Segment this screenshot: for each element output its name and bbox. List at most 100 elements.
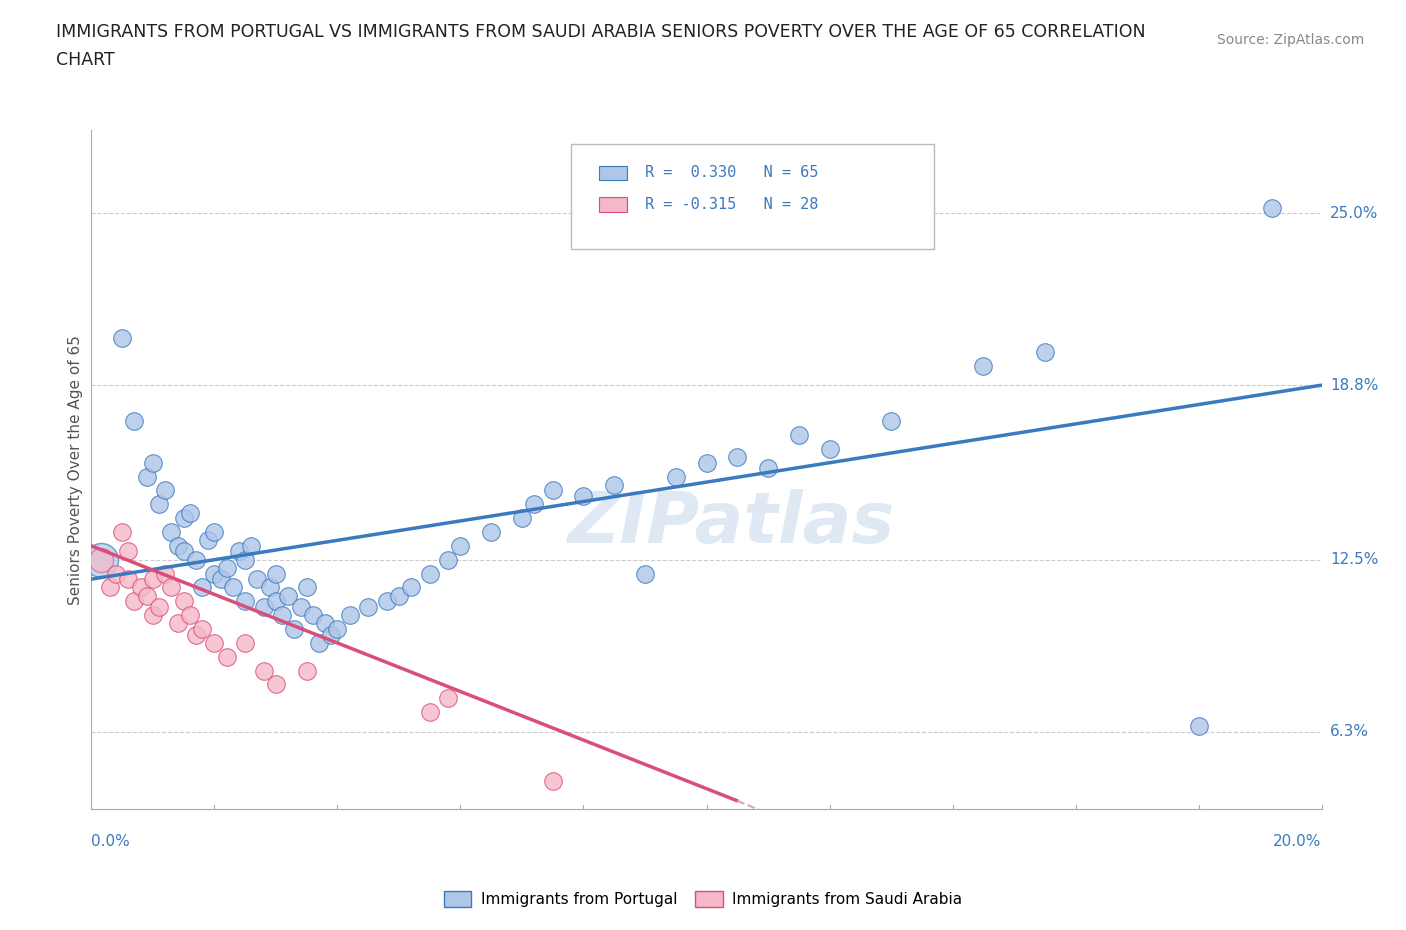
Point bbox=[184, 627, 207, 642]
Text: CHART: CHART bbox=[56, 51, 115, 69]
Point bbox=[191, 580, 214, 595]
Point bbox=[142, 572, 165, 587]
Point bbox=[228, 544, 250, 559]
Point bbox=[202, 566, 225, 581]
Point bbox=[880, 414, 903, 429]
Point bbox=[437, 552, 460, 567]
Point bbox=[124, 414, 146, 429]
Point bbox=[105, 566, 127, 581]
Point bbox=[283, 621, 305, 636]
Point bbox=[449, 538, 471, 553]
Point bbox=[90, 552, 112, 567]
Text: ZIPatlas: ZIPatlas bbox=[568, 489, 894, 558]
Point bbox=[572, 488, 595, 503]
Point bbox=[142, 456, 165, 471]
Point bbox=[111, 525, 134, 539]
Text: 25.0%: 25.0% bbox=[1330, 206, 1378, 220]
Point bbox=[111, 330, 134, 345]
Point bbox=[117, 544, 139, 559]
Point bbox=[179, 607, 201, 622]
Point bbox=[202, 525, 225, 539]
Point bbox=[314, 616, 336, 631]
Point bbox=[541, 774, 564, 789]
FancyBboxPatch shape bbox=[571, 144, 934, 249]
Point bbox=[725, 450, 748, 465]
Point bbox=[326, 621, 349, 636]
Point bbox=[1033, 344, 1056, 359]
Text: 0.0%: 0.0% bbox=[91, 834, 131, 849]
Point bbox=[277, 589, 299, 604]
Point bbox=[1261, 200, 1284, 215]
Point bbox=[222, 580, 245, 595]
Point bbox=[290, 599, 312, 614]
Point bbox=[90, 552, 112, 567]
Point bbox=[695, 456, 717, 471]
Legend: Immigrants from Portugal, Immigrants from Saudi Arabia: Immigrants from Portugal, Immigrants fro… bbox=[437, 884, 969, 913]
Point bbox=[184, 552, 207, 567]
Point bbox=[148, 497, 170, 512]
Point bbox=[179, 505, 201, 520]
Point bbox=[160, 580, 183, 595]
Point bbox=[98, 580, 121, 595]
Point bbox=[375, 594, 398, 609]
Point bbox=[603, 477, 626, 492]
Point bbox=[166, 616, 188, 631]
Point bbox=[1187, 719, 1209, 734]
Point bbox=[972, 358, 994, 373]
Point bbox=[264, 566, 287, 581]
Point bbox=[233, 594, 256, 609]
Point bbox=[264, 594, 287, 609]
Point bbox=[357, 599, 380, 614]
Point bbox=[197, 533, 219, 548]
Point bbox=[479, 525, 502, 539]
Text: IMMIGRANTS FROM PORTUGAL VS IMMIGRANTS FROM SAUDI ARABIA SENIORS POVERTY OVER TH: IMMIGRANTS FROM PORTUGAL VS IMMIGRANTS F… bbox=[56, 23, 1146, 41]
Point bbox=[135, 469, 157, 484]
Point bbox=[756, 461, 779, 476]
Point bbox=[259, 580, 281, 595]
Point bbox=[148, 599, 170, 614]
Point bbox=[818, 442, 841, 457]
Point bbox=[252, 599, 274, 614]
Point bbox=[264, 677, 287, 692]
Point bbox=[523, 497, 546, 512]
Point bbox=[419, 705, 441, 720]
Point bbox=[135, 589, 157, 604]
Point bbox=[634, 566, 657, 581]
Point bbox=[308, 635, 330, 650]
Point bbox=[787, 428, 810, 443]
Point bbox=[209, 572, 232, 587]
Point bbox=[202, 635, 225, 650]
Y-axis label: Seniors Poverty Over the Age of 65: Seniors Poverty Over the Age of 65 bbox=[67, 335, 83, 604]
Point bbox=[129, 580, 152, 595]
Point bbox=[252, 663, 274, 678]
Point bbox=[124, 594, 146, 609]
Text: 18.8%: 18.8% bbox=[1330, 378, 1378, 392]
Point bbox=[399, 580, 422, 595]
Point bbox=[437, 691, 460, 706]
Point bbox=[301, 607, 323, 622]
Point bbox=[271, 607, 294, 622]
Point bbox=[321, 627, 343, 642]
Text: R = -0.315   N = 28: R = -0.315 N = 28 bbox=[645, 197, 818, 212]
Point bbox=[295, 663, 318, 678]
Point bbox=[153, 483, 177, 498]
FancyBboxPatch shape bbox=[599, 166, 627, 180]
Text: 20.0%: 20.0% bbox=[1274, 834, 1322, 849]
Point bbox=[117, 572, 139, 587]
Text: R =  0.330   N = 65: R = 0.330 N = 65 bbox=[645, 166, 818, 180]
Point bbox=[160, 525, 183, 539]
Point bbox=[142, 607, 165, 622]
Point bbox=[173, 511, 195, 525]
Point bbox=[246, 572, 269, 587]
Point bbox=[173, 544, 195, 559]
Point bbox=[166, 538, 188, 553]
Point bbox=[215, 649, 238, 664]
Point bbox=[541, 483, 564, 498]
Text: 12.5%: 12.5% bbox=[1330, 552, 1378, 567]
Point bbox=[295, 580, 318, 595]
Point bbox=[240, 538, 263, 553]
FancyBboxPatch shape bbox=[599, 197, 627, 212]
Point bbox=[510, 511, 533, 525]
Point bbox=[215, 561, 238, 576]
Point bbox=[339, 607, 361, 622]
